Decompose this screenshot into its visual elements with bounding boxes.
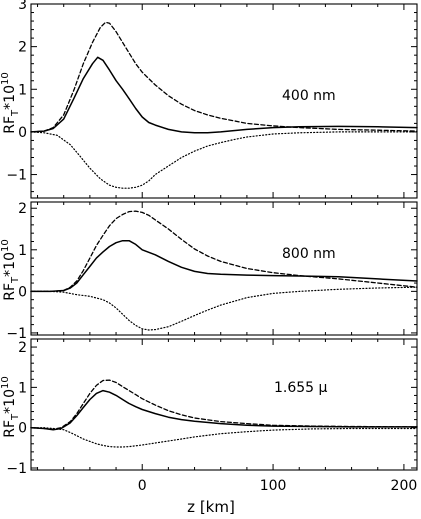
series-line-solid (30, 389, 418, 431)
y-label-subscript: T (10, 276, 21, 284)
y-tick-label: 0 (18, 284, 27, 300)
series-line-dashed (30, 379, 418, 430)
y-label-factor: *10 (2, 85, 18, 110)
plot-frame (30, 201, 418, 336)
y-label-factor: *10 (2, 389, 18, 414)
panel-annotation: 800 nm (282, 246, 336, 262)
x-tick-label: 200 (391, 478, 418, 494)
panel-annotation: 1.655 μ (274, 380, 328, 396)
x-tick-label: 0 (138, 478, 147, 494)
panel-800nm: 800 nm RFT*1010 −1 0 1 2 (0, 201, 418, 342)
series-line-dashed (30, 210, 418, 293)
y-axis-label: RFT*1010 (0, 72, 21, 133)
y-tick-label: −1 (6, 461, 27, 477)
plot-frame (30, 3, 418, 199)
y-tick-label: −1 (6, 326, 27, 342)
y-tick-label: 1 (18, 380, 27, 396)
y-tick-label: 2 (18, 340, 27, 356)
y-tick-label: 1 (18, 82, 27, 98)
plot-frame (30, 338, 418, 471)
y-tick-label: 0 (18, 125, 27, 141)
y-label-subscript: T (10, 109, 21, 117)
y-tick-label: −1 (6, 168, 27, 184)
y-label-subscript: T (10, 413, 21, 421)
y-axis-label: RFT*1010 (0, 239, 21, 300)
series-line-dotted (30, 286, 418, 331)
y-tick-label: 2 (18, 40, 27, 56)
y-tick-label: 0 (18, 421, 27, 437)
series-line-dotted (30, 427, 418, 448)
y-label-main: RF (2, 283, 18, 301)
y-label-factor: *10 (2, 252, 18, 277)
panel-400nm: 400 nm RFT*1010 −1 0 1 2 3 (0, 0, 418, 199)
y-label-superscript: 10 (0, 239, 11, 252)
series-line-solid (30, 239, 418, 293)
y-tick-label: 1 (18, 243, 27, 259)
panel-annotation: 400 nm (282, 88, 336, 104)
x-axis-label: z [km] (187, 498, 235, 516)
y-label-main: RF (2, 116, 18, 134)
y-label-superscript: 10 (0, 376, 11, 389)
y-label-superscript: 10 (0, 72, 11, 85)
series-line-solid (30, 56, 418, 134)
y-axis-label: RFT*1010 (0, 376, 21, 437)
y-tick-label: 2 (18, 201, 27, 217)
y-tick-label: 3 (18, 0, 27, 13)
series-line-dotted (30, 131, 418, 189)
panel-1655: 1.655 μ RFT*1010 z [km] −1 0 1 2 0 100 200 (0, 338, 418, 516)
series-line-dashed (30, 21, 418, 133)
x-tick-label: 100 (260, 478, 287, 494)
y-label-main: RF (2, 420, 18, 438)
